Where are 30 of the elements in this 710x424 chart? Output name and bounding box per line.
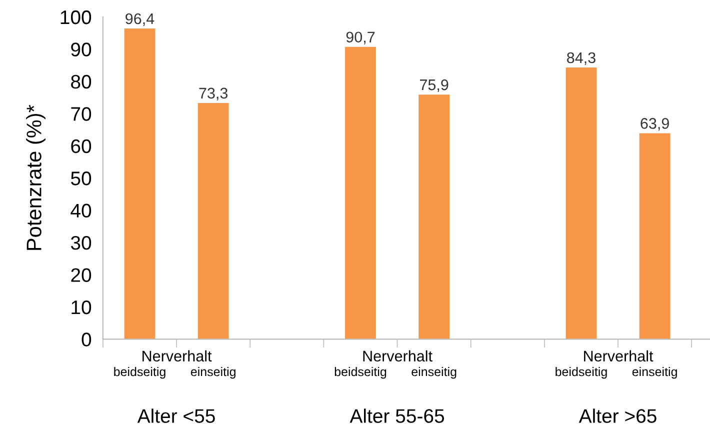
x-tick-label: einseitig (632, 366, 677, 379)
text: Alter >65 (578, 408, 656, 423)
y-tick-label: 20 (71, 268, 92, 282)
data-label: 90,7 (346, 32, 375, 44)
data-label: 75,9 (420, 79, 448, 92)
x-tick-label: einseitig (190, 366, 236, 379)
y-tick-label: 0 (82, 332, 92, 346)
y-tick-label: 30 (70, 236, 92, 250)
y-tick-label: 80 (71, 74, 92, 89)
x-tick-label: einseitig (412, 366, 456, 379)
data-label: 73,3 (199, 88, 228, 100)
y-tick-label: 40 (70, 204, 92, 218)
text: Nerverhalt (363, 350, 432, 362)
x-tick-label: beidseitig (556, 366, 607, 379)
data-label: 63,9 (640, 118, 669, 131)
y-tick-label: 100 (60, 10, 92, 24)
y-axis-title: Potenzrate (%)* (26, 104, 46, 250)
text: Nerverhalt (142, 350, 212, 362)
text: Alter <55 (137, 408, 215, 423)
data-label: 96,4 (126, 13, 154, 26)
y-tick-label: 10 (72, 300, 92, 314)
y-tick-label: 90 (71, 42, 92, 56)
y-tick-label: 60 (71, 139, 92, 154)
text: Alter 55-65 (350, 408, 444, 423)
data-label: 84,3 (567, 52, 596, 65)
x-tick-label: beidseitig (334, 366, 386, 379)
x-tick-label: beidseitig (114, 366, 166, 379)
y-tick-label: 70 (71, 107, 92, 121)
y-tick-label: 50 (70, 172, 92, 186)
text: Nerverhalt (584, 350, 654, 362)
